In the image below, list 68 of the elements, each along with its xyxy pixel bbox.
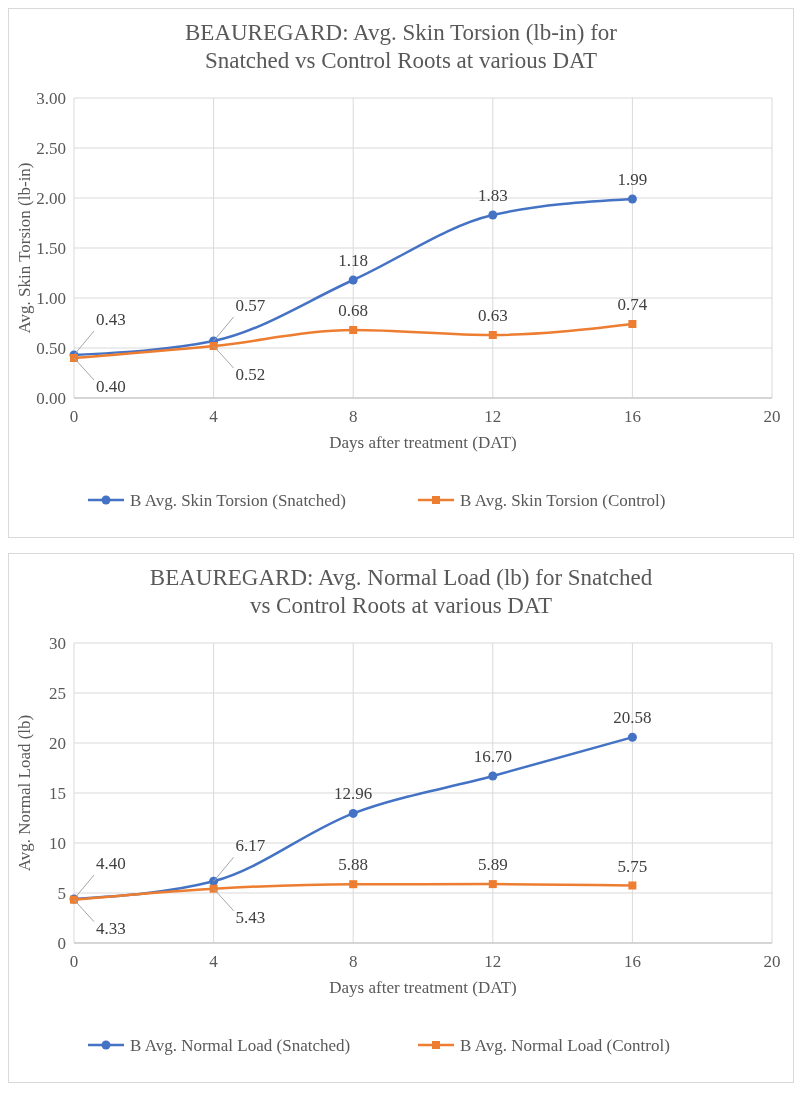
x-tick-label: 12: [484, 407, 502, 426]
data-label: 0.40: [96, 377, 126, 396]
point: [488, 331, 497, 339]
y-axis-title: Avg. Normal Load (lb): [15, 714, 34, 872]
data-label: 20.58: [613, 708, 652, 728]
data-label: 4.40: [96, 854, 126, 873]
y-tick-label: 5: [57, 884, 66, 903]
data-label: 16.70: [473, 747, 512, 766]
y-tick-label: 1.00: [36, 289, 66, 308]
point: [488, 880, 497, 889]
point: [349, 880, 358, 889]
point: [628, 320, 637, 328]
data-label: 5.89: [477, 855, 508, 875]
y-tick-label: 2.50: [36, 139, 66, 158]
data-label: 0.63: [477, 306, 508, 325]
data-label: 1.99: [617, 170, 648, 189]
x-tick-label: 16: [623, 952, 641, 971]
data-label: 5.75: [617, 856, 648, 876]
y-tick-label: 20: [49, 734, 66, 753]
y-tick-label: 2.00: [36, 189, 66, 208]
y-tick-label: 15: [49, 784, 66, 803]
data-label: 1.18: [338, 251, 369, 270]
y-tick-label: 10: [49, 834, 66, 853]
x-tick-label: 8: [348, 952, 358, 971]
legend-label: B Avg. Skin Torsion (Control): [460, 491, 666, 510]
data-label: 0.57: [235, 296, 266, 315]
x-tick-label: 0: [69, 407, 79, 426]
legend-label: B Avg. Skin Torsion (Snatched): [130, 491, 346, 510]
point: [348, 808, 358, 818]
point: [627, 732, 637, 742]
x-axis-title: Days after treatment (DAT): [329, 433, 517, 452]
y-tick-label: 0: [57, 934, 66, 953]
chart-title: BEAUREGARD: Avg. Skin Torsion (lb-in) for Snatched vs Control Roots at various DAT: [185, 20, 618, 73]
x-tick-label: 16: [623, 407, 641, 426]
x-axis-title: Days after treatment (DAT): [329, 978, 517, 997]
point: [488, 210, 498, 220]
point: [488, 771, 498, 781]
data-label: 0.74: [617, 295, 648, 314]
data-label: 0.68: [338, 301, 369, 320]
data-label: 0.52: [235, 365, 266, 384]
point: [349, 326, 358, 334]
y-tick-label: 0.00: [36, 389, 66, 408]
data-label: 0.43: [96, 310, 126, 329]
y-axis-title: Avg. Skin Torsion (lb-in): [15, 162, 34, 334]
data-label: 12.96: [334, 784, 373, 804]
data-label: 6.17: [235, 836, 266, 856]
y-tick-label: 3.00: [36, 89, 66, 108]
x-tick-label: 8: [348, 407, 358, 426]
legend-label: B Avg. Normal Load (Control): [460, 1036, 670, 1055]
chart-title: BEAUREGARD: Avg. Normal Load (lb) for Snatched vs Control Roots at various DAT: [149, 565, 653, 618]
x-tick-label: 4: [209, 407, 219, 426]
y-tick-label: 30: [49, 634, 66, 653]
legend-label: B Avg. Normal Load (Snatched): [130, 1036, 351, 1055]
data-label: 4.33: [96, 918, 126, 938]
y-tick-label: 0.50: [36, 339, 66, 358]
data-label: 1.83: [477, 186, 508, 205]
point: [348, 275, 358, 285]
x-tick-label: 20: [763, 952, 781, 971]
x-tick-label: 12: [484, 952, 502, 971]
x-tick-label: 0: [69, 952, 79, 971]
point: [628, 881, 637, 890]
y-tick-label: 1.50: [36, 239, 66, 258]
data-label: 5.88: [338, 855, 369, 875]
x-tick-label: 4: [209, 952, 219, 971]
x-tick-label: 20: [763, 407, 781, 426]
y-tick-label: 25: [49, 684, 66, 703]
point: [627, 194, 637, 204]
data-label: 5.43: [235, 907, 266, 927]
